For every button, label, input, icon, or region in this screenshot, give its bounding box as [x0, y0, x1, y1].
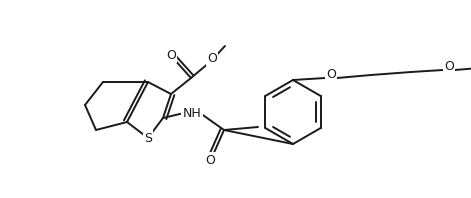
- Text: O: O: [205, 153, 215, 167]
- Text: S: S: [144, 131, 152, 145]
- Text: NH: NH: [183, 107, 202, 120]
- Text: O: O: [166, 49, 176, 62]
- Text: O: O: [444, 60, 454, 72]
- Text: O: O: [326, 68, 336, 81]
- Text: O: O: [207, 51, 217, 65]
